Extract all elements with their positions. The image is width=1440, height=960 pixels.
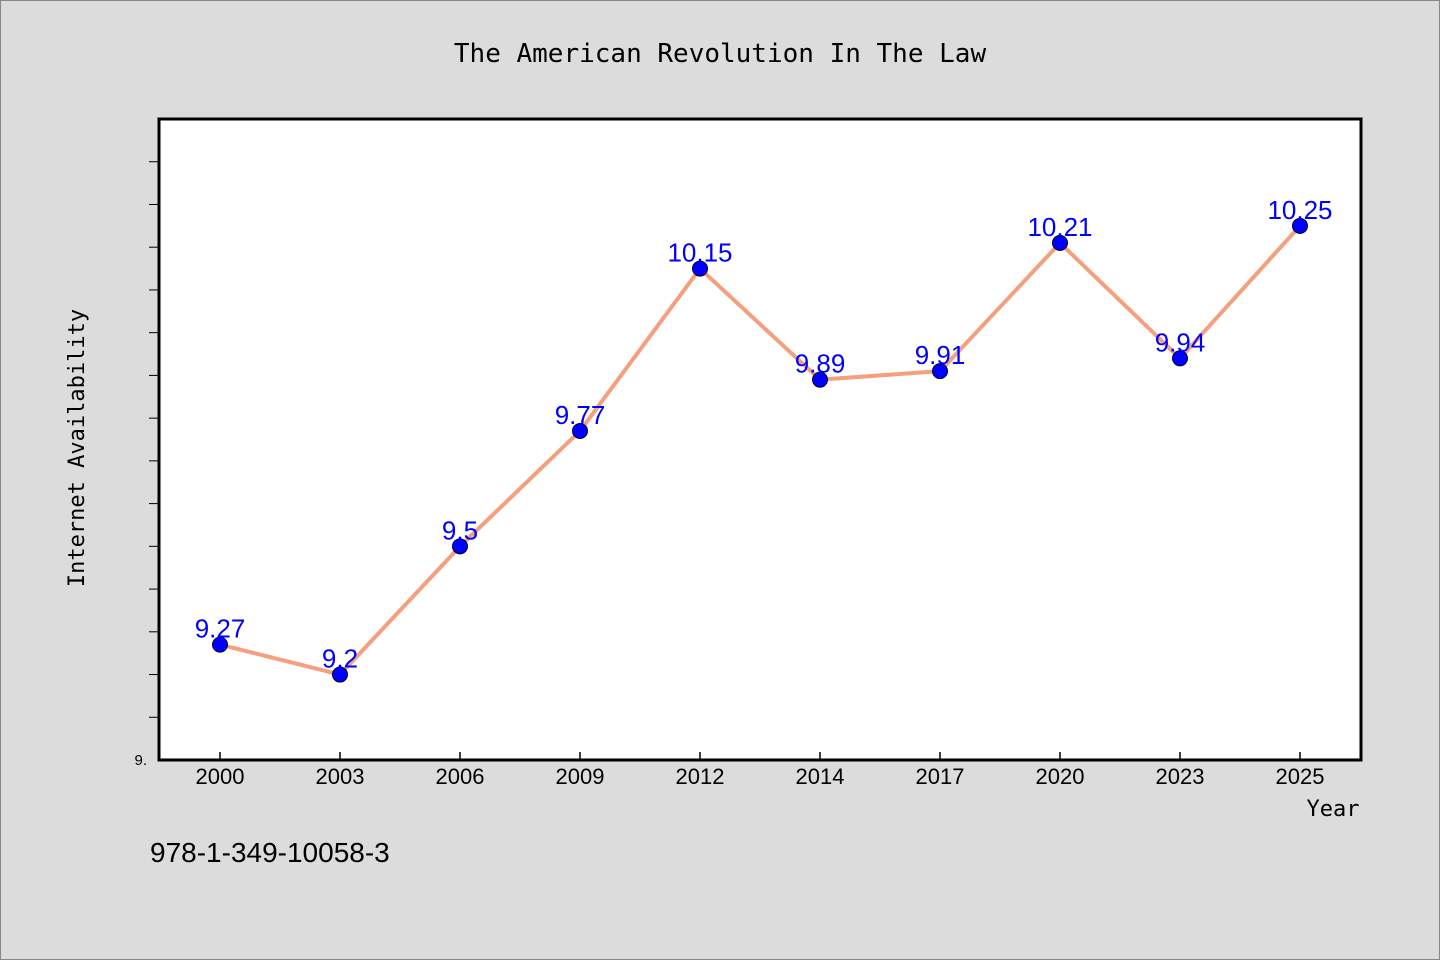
- data-point: [932, 363, 948, 380]
- series-line: [219, 224, 1302, 677]
- x-tick-label: 2006: [436, 764, 485, 789]
- data-point: [812, 371, 828, 388]
- data-point: [332, 666, 348, 683]
- data-point: [1292, 217, 1308, 234]
- data-point: [1052, 234, 1068, 251]
- data-label: 10.25: [1267, 195, 1332, 225]
- data-point: [692, 260, 708, 277]
- data-label: 9.2: [322, 644, 358, 674]
- x-tick-label: 2003: [316, 764, 365, 789]
- footer-text: 978-1-349-10058-3: [150, 837, 390, 868]
- data-point: [1172, 350, 1188, 367]
- data-label: 9.5: [442, 515, 478, 545]
- data-point: [212, 636, 228, 653]
- y-tick-label: 9.: [134, 752, 147, 769]
- x-tick-label: 2025: [1276, 764, 1325, 789]
- x-tick-label: 2014: [796, 764, 845, 789]
- x-tick-label: 2000: [196, 764, 245, 789]
- data-label: 9.77: [555, 400, 606, 430]
- data-labels-group: 9.27 9.2 9.5 9.77 10.15 9.89 9.91 10.21 9.94 10.2…: [195, 195, 1333, 674]
- x-axis-title: Year: [1307, 797, 1360, 822]
- data-point: [572, 422, 588, 439]
- series-line-group: [219, 224, 1302, 677]
- data-label: 9.89: [795, 349, 846, 379]
- y-axis-ticks: 9.: [134, 161, 159, 769]
- x-tick-label: 2012: [676, 764, 725, 789]
- markers-group: [212, 217, 1308, 683]
- x-tick-label: 2017: [916, 764, 965, 789]
- x-tick-label: 2009: [556, 764, 605, 789]
- data-label: 9.94: [1155, 327, 1206, 357]
- x-axis-ticks: 2000 2003 2006 2009 2012 2014 2017 2020 2023 2025: [196, 752, 1325, 789]
- x-tick-label: 2020: [1036, 764, 1085, 789]
- data-label: 10.21: [1027, 212, 1092, 242]
- y-axis-title: Internet Availability: [65, 309, 90, 587]
- data-label: 10.15: [667, 238, 732, 268]
- data-label: 9.91: [915, 340, 966, 370]
- data-label: 9.27: [195, 614, 246, 644]
- x-tick-label: 2023: [1156, 764, 1205, 789]
- data-point: [452, 538, 468, 555]
- chart-title: The American Revolution In The Law: [454, 39, 987, 69]
